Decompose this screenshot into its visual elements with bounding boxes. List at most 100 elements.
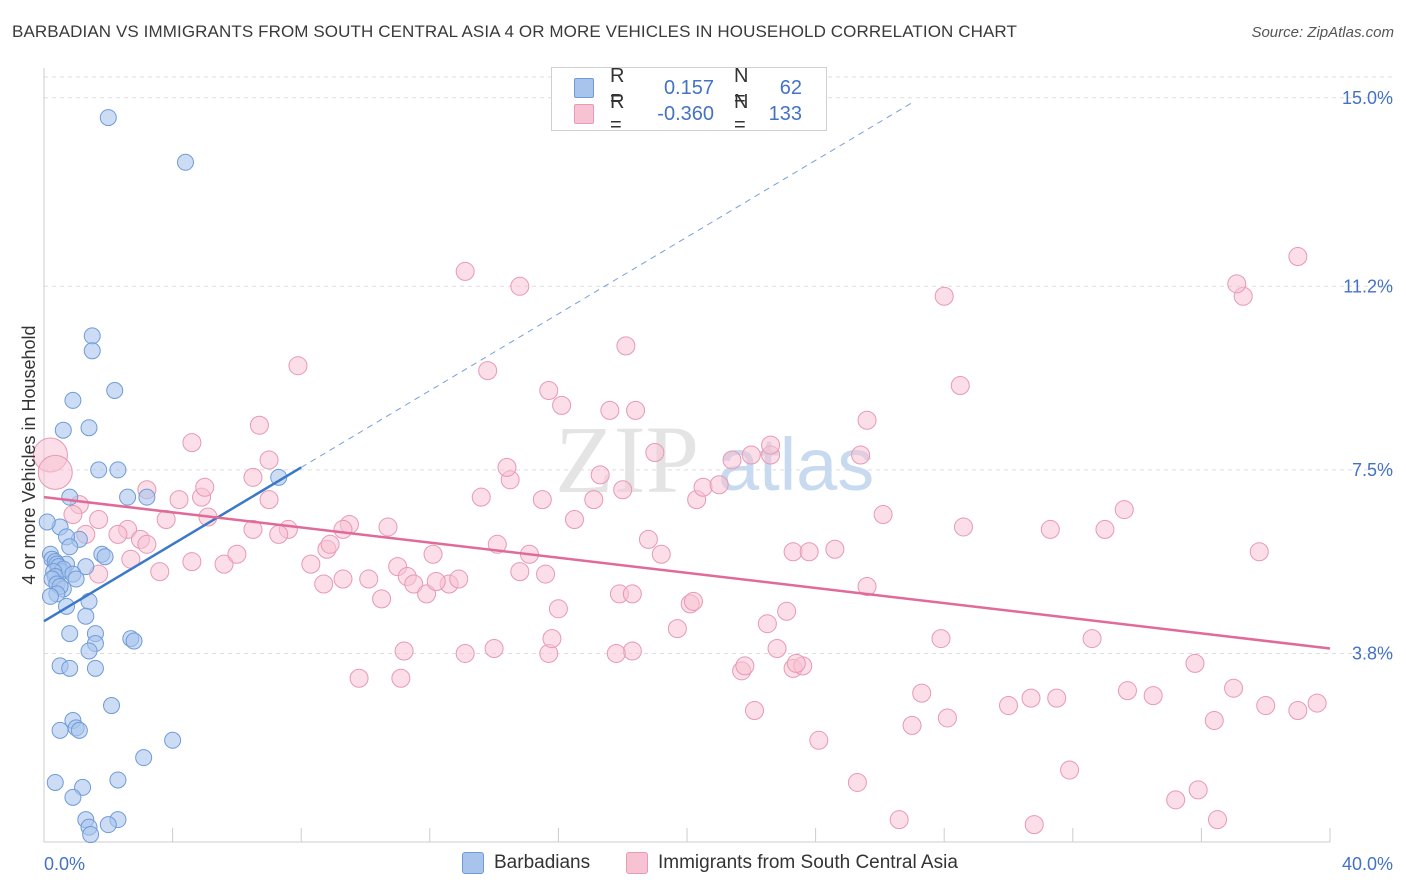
legend-swatch-immigrants — [626, 852, 648, 874]
barbadians-trend-extension — [300, 102, 913, 468]
grid — [44, 76, 1392, 654]
pink-point — [195, 477, 215, 497]
blue-point — [77, 558, 95, 576]
pink-point — [1095, 519, 1115, 539]
pink-point — [182, 552, 202, 572]
pink-point — [1288, 701, 1308, 721]
legend-r-value: -0.360 — [657, 102, 714, 125]
blue-point — [86, 659, 104, 677]
pink-point — [394, 641, 414, 661]
pink-point — [761, 435, 781, 455]
pink-point — [455, 643, 475, 663]
y-tick-label: 11.2% — [1343, 276, 1393, 296]
legend-swatch-pink — [574, 104, 594, 124]
pink-point — [1047, 688, 1067, 708]
pink-point — [847, 772, 867, 792]
blue-point — [83, 342, 101, 360]
blue-point — [109, 461, 127, 479]
pink-point — [269, 524, 289, 544]
pink-point — [539, 381, 559, 400]
series-immigrants-points — [32, 247, 1327, 835]
pink-point — [622, 584, 642, 604]
pink-point — [809, 730, 829, 750]
y-axis-label: 4 or more Vehicles in Household — [19, 325, 39, 584]
pink-point — [851, 445, 871, 465]
y-tick-label: 7.5% — [1352, 460, 1393, 480]
pink-point — [378, 517, 398, 537]
pink-point — [786, 653, 806, 673]
pink-point — [564, 510, 584, 529]
pink-point — [931, 629, 951, 649]
pink-point — [1114, 500, 1134, 520]
pink-point — [259, 450, 279, 470]
pink-point — [950, 376, 970, 396]
pink-point — [1166, 790, 1186, 810]
pink-point — [1185, 653, 1205, 673]
y-tick-label: 15.0% — [1342, 88, 1393, 108]
pink-point — [937, 708, 957, 728]
pink-point — [757, 614, 777, 634]
blue-point — [106, 382, 124, 399]
pink-point — [63, 505, 83, 525]
pink-point — [552, 395, 572, 415]
pink-point — [626, 400, 646, 420]
pink-point — [606, 643, 626, 663]
pink-point — [89, 510, 109, 529]
pink-point — [423, 544, 443, 564]
blue-point — [61, 538, 79, 556]
blue-point — [125, 632, 143, 650]
pink-point — [484, 639, 504, 658]
trend-lines — [43, 102, 1331, 650]
blue-point — [135, 749, 153, 767]
legend-r-label: R = — [610, 91, 625, 136]
legend-label-immigrants: Immigrants from South Central Asia — [658, 852, 958, 873]
pink-point — [622, 641, 642, 661]
pink-point — [478, 361, 498, 381]
series-barbadians-points — [38, 109, 288, 844]
pink-point — [320, 534, 340, 554]
pink-point — [243, 467, 263, 487]
pink-point — [404, 574, 424, 594]
pink-point — [645, 443, 665, 463]
pink-point — [169, 490, 189, 510]
series-legend: Barbadians Immigrants from South Central… — [0, 852, 1406, 876]
pink-point — [314, 574, 334, 594]
pink-point — [150, 562, 170, 582]
blue-point — [80, 642, 98, 660]
barbadians-trend-line — [43, 466, 302, 623]
pink-point — [1227, 274, 1247, 294]
legend-item-immigrants[interactable]: Immigrants from South Central Asia — [626, 852, 958, 874]
pink-point — [532, 490, 552, 510]
pink-point — [767, 639, 787, 658]
pink-point — [999, 696, 1018, 716]
pink-point — [214, 554, 234, 574]
pink-point — [709, 475, 729, 495]
blue-point — [38, 513, 56, 531]
pink-point — [1288, 247, 1308, 267]
y-tick-label: 3.8% — [1352, 643, 1393, 663]
pink-point — [735, 656, 755, 676]
pink-point — [249, 415, 269, 435]
pink-point — [745, 701, 765, 721]
pink-point — [1024, 815, 1044, 835]
legend-n-label: N = — [734, 91, 749, 136]
blue-point — [67, 570, 85, 588]
pink-point — [857, 576, 877, 596]
pink-point — [889, 810, 909, 830]
pink-point — [1021, 688, 1041, 708]
legend-swatch-blue — [574, 78, 594, 98]
pink-point — [243, 519, 263, 539]
x-tick-label-min: 0.0% — [44, 854, 85, 874]
blue-point — [99, 816, 117, 834]
pink-point — [301, 554, 321, 574]
pink-point — [182, 433, 202, 453]
pink-point — [783, 542, 803, 562]
legend-item-barbadians[interactable]: Barbadians — [462, 852, 590, 874]
immigrants-trend-line — [43, 495, 1331, 650]
blue-point — [119, 488, 137, 506]
pink-point — [1143, 686, 1163, 706]
blue-point — [54, 421, 72, 439]
pink-point — [1117, 681, 1137, 701]
pink-point — [426, 572, 446, 592]
